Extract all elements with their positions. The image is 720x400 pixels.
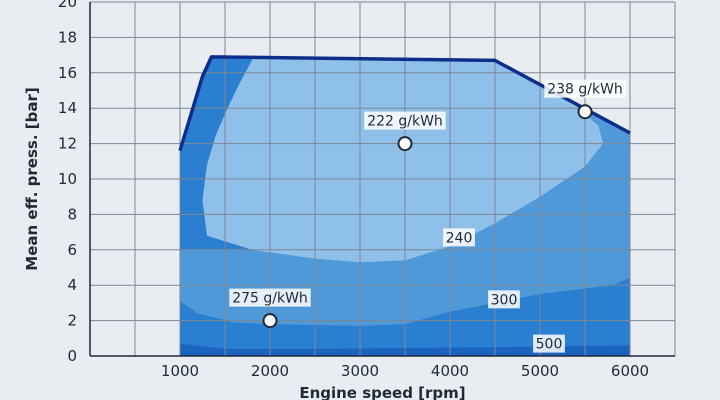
full-load-curve bbox=[178, 55, 631, 152]
operating-point-2 bbox=[262, 313, 278, 329]
point-label-box-0 bbox=[364, 111, 446, 130]
zone-300-500 bbox=[180, 278, 630, 356]
y-axis-title: Mean eff. press. [bar] bbox=[23, 87, 41, 270]
point-label-box-1 bbox=[544, 79, 626, 98]
contour-label-300: 300 bbox=[488, 290, 520, 309]
operating-point-1 bbox=[577, 104, 593, 120]
y-tick-label: 12 bbox=[58, 135, 77, 153]
point-label-1: 238 g/kWh bbox=[547, 82, 623, 98]
y-tick-label: 8 bbox=[67, 205, 77, 223]
operating-point-0 bbox=[397, 136, 413, 152]
contour-label-500: 500 bbox=[533, 334, 565, 353]
x-tick-label: 2000 bbox=[251, 362, 289, 380]
y-tick-label: 20 bbox=[58, 0, 77, 11]
y-tick-label: 16 bbox=[58, 64, 77, 82]
y-tick-label: 10 bbox=[58, 170, 77, 188]
y-tick-label: 14 bbox=[58, 99, 77, 117]
y-tick-label: 2 bbox=[67, 312, 77, 330]
x-tick-label: 3000 bbox=[341, 362, 379, 380]
contour-label-240-text: 240 bbox=[446, 230, 473, 246]
y-tick-label: 6 bbox=[67, 241, 77, 259]
contour-label-300-box bbox=[488, 290, 520, 309]
y-tick-label: 0 bbox=[67, 347, 77, 365]
contour-label-500-box bbox=[533, 334, 565, 353]
y-tick-label: 4 bbox=[67, 276, 77, 294]
point-label-2: 275 g/kWh bbox=[232, 291, 308, 307]
x-tick-label: 6000 bbox=[611, 362, 649, 380]
y-tick-label: 18 bbox=[58, 28, 77, 46]
contour-label-240: 240 bbox=[443, 228, 475, 247]
x-axis-title: Engine speed [rpm] bbox=[299, 384, 465, 400]
x-tick-label: 5000 bbox=[521, 362, 559, 380]
contour-label-240-box bbox=[443, 228, 475, 247]
point-label-0: 222 g/kWh bbox=[367, 114, 443, 130]
contour-label-500-text: 500 bbox=[536, 337, 563, 353]
x-tick-label: 4000 bbox=[431, 362, 469, 380]
zone-222-240 bbox=[202, 56, 603, 263]
contour-label-300-text: 300 bbox=[491, 292, 518, 308]
x-tick-label: 1000 bbox=[161, 362, 199, 380]
point-label-box-2 bbox=[229, 288, 311, 307]
